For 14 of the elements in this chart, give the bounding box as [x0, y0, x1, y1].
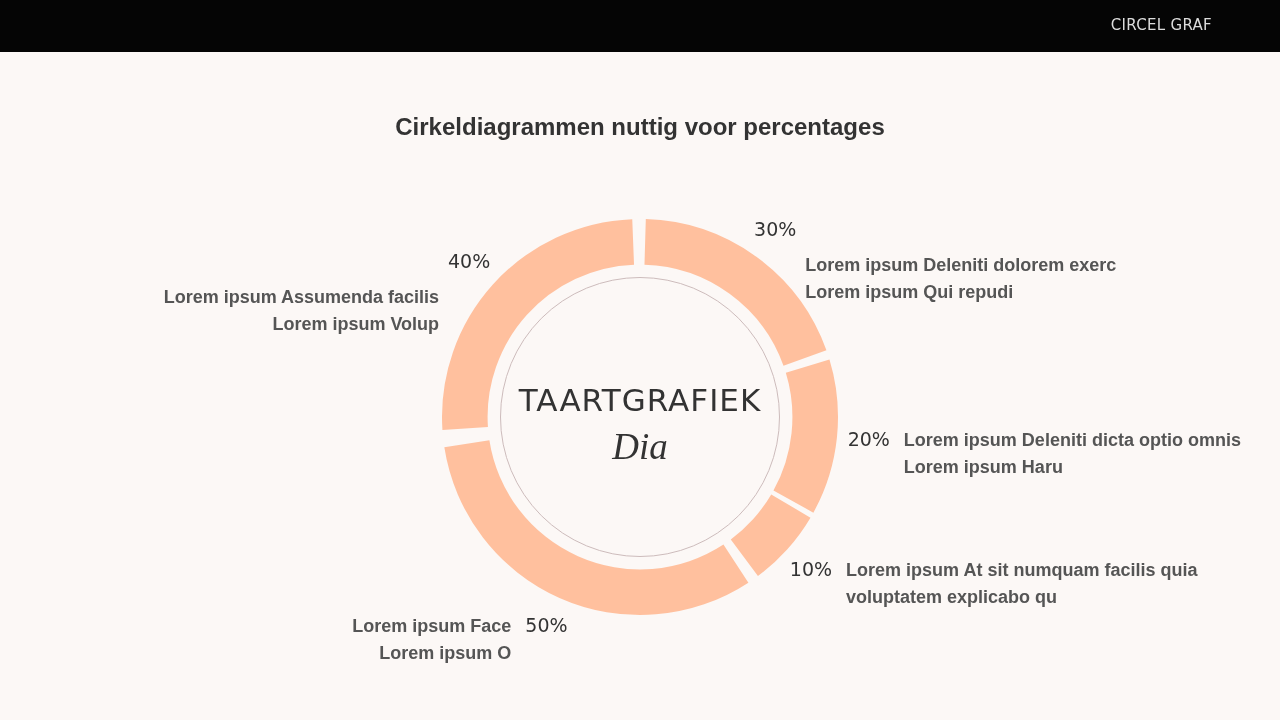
slice-label: Lorem ipsum Deleniti dolorem exerc Lorem ipsum Qui repudi: [805, 254, 1117, 302]
chart-title: Cirkeldiagrammen nuttig voor percentages: [395, 112, 885, 140]
text: TAARTGRAFIEK: [517, 382, 763, 418]
text: CIRCEL GRAF: [1110, 16, 1212, 34]
data-label: 20%: [847, 427, 890, 450]
slice-label: Lorem ipsum Deleniti dicta optio omnis Lorem ipsum Haru: [903, 430, 1241, 478]
data-label: 40%: [447, 250, 491, 273]
text: Dia: [611, 425, 669, 468]
slice-label: Lorem ipsum Face Lorem ipsum O: [352, 616, 512, 664]
data-label: 30%: [754, 217, 797, 240]
slice-label: Lorem ipsum Assumenda facilis Lorem ipsum Volup: [163, 287, 440, 335]
data-label: 50%: [525, 614, 568, 637]
data-label: 10%: [789, 557, 833, 580]
slice-label: Lorem ipsum At sit numquam facilis quia voluptatem explicabo qu: [846, 559, 1199, 607]
